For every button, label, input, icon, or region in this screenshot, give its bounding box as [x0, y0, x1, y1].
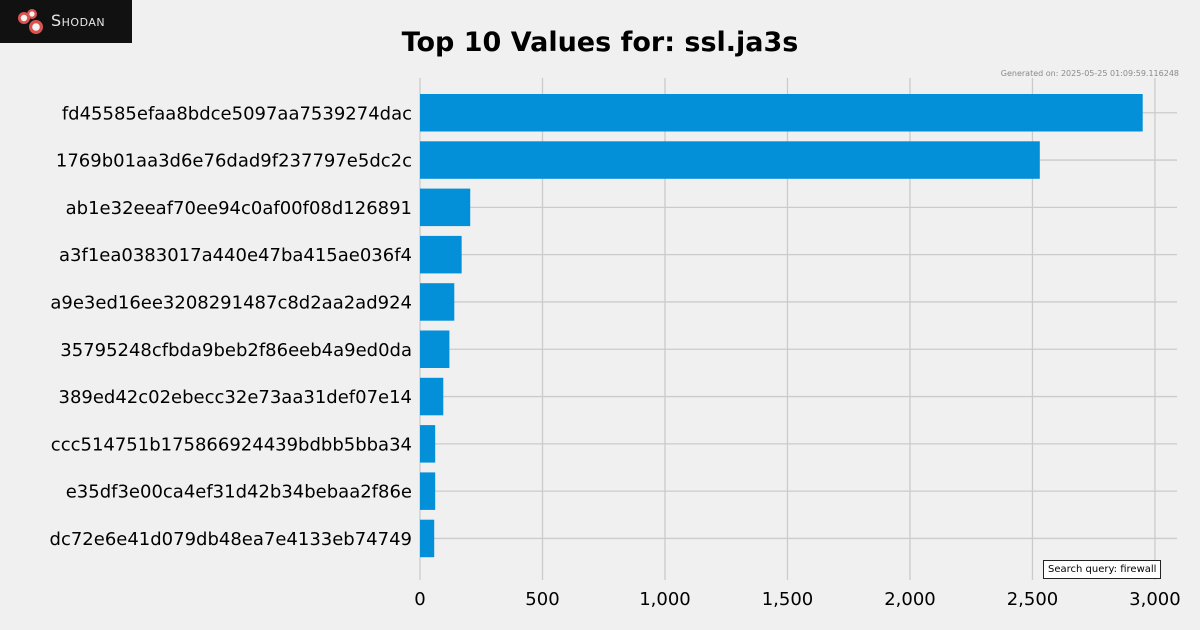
y-tick-label: dc72e6e41d079db48ea7e4133eb74749	[50, 529, 412, 550]
bar	[420, 141, 1040, 179]
y-tick-label: ccc514751b175866924439bdbb5bba34	[51, 434, 412, 455]
y-tick-label: a9e3ed16ee3208291487c8d2aa2ad924	[50, 292, 412, 313]
y-tick-labels: fd45585efaa8bdce5097aa7539274dac 1769b01a…	[50, 103, 412, 550]
search-query-box: Search query: firewall	[1043, 560, 1162, 579]
bar	[420, 188, 471, 227]
y-tick-label: e35df3e00ca4ef31d42b34bebaa2f86e	[66, 482, 412, 503]
bar	[420, 377, 444, 416]
bar	[420, 472, 436, 510]
y-tick-label: fd45585efaa8bdce5097aa7539274dac	[62, 103, 412, 124]
shodan-logo-icon	[18, 9, 43, 34]
bar	[420, 94, 1143, 132]
y-tick-label: 35795248cfbda9beb2f86eeb4a9ed0da	[60, 340, 412, 361]
bar	[420, 425, 436, 463]
bar	[420, 330, 450, 368]
y-tick-label: a3f1ea0383017a440e47ba415ae036f4	[59, 245, 412, 266]
bar	[420, 283, 455, 321]
x-tick-label: 2,000	[884, 589, 936, 610]
bars	[420, 94, 1143, 558]
logo-text: Shodan	[51, 11, 106, 30]
x-tick-label: 500	[525, 589, 559, 610]
bar	[420, 235, 462, 274]
x-tick-labels: 0 500 1,000 1,500 2,000 2,500 3,000	[414, 589, 1180, 610]
chart-title: Top 10 Values for: ssl.ja3s	[401, 27, 799, 58]
x-tick-label: 1,500	[762, 589, 814, 610]
x-tick-label: 0	[414, 589, 425, 610]
y-tick-label: 389ed42c02ebecc32e73aa31def07e14	[59, 387, 413, 408]
bar	[420, 519, 435, 558]
y-tick-label: ab1e32eeaf70ee94c0af00f08d126891	[66, 198, 412, 219]
x-tick-label: 1,000	[639, 589, 691, 610]
y-tick-label: 1769b01aa3d6e76dad9f237797e5dc2c	[56, 151, 412, 172]
x-tick-label: 3,000	[1129, 589, 1181, 610]
generated-timestamp: Generated on: 2025-05-25 01:09:59.116248	[1000, 69, 1179, 78]
x-tick-label: 2,500	[1007, 589, 1059, 610]
shodan-logo[interactable]: Shodan	[0, 0, 132, 43]
